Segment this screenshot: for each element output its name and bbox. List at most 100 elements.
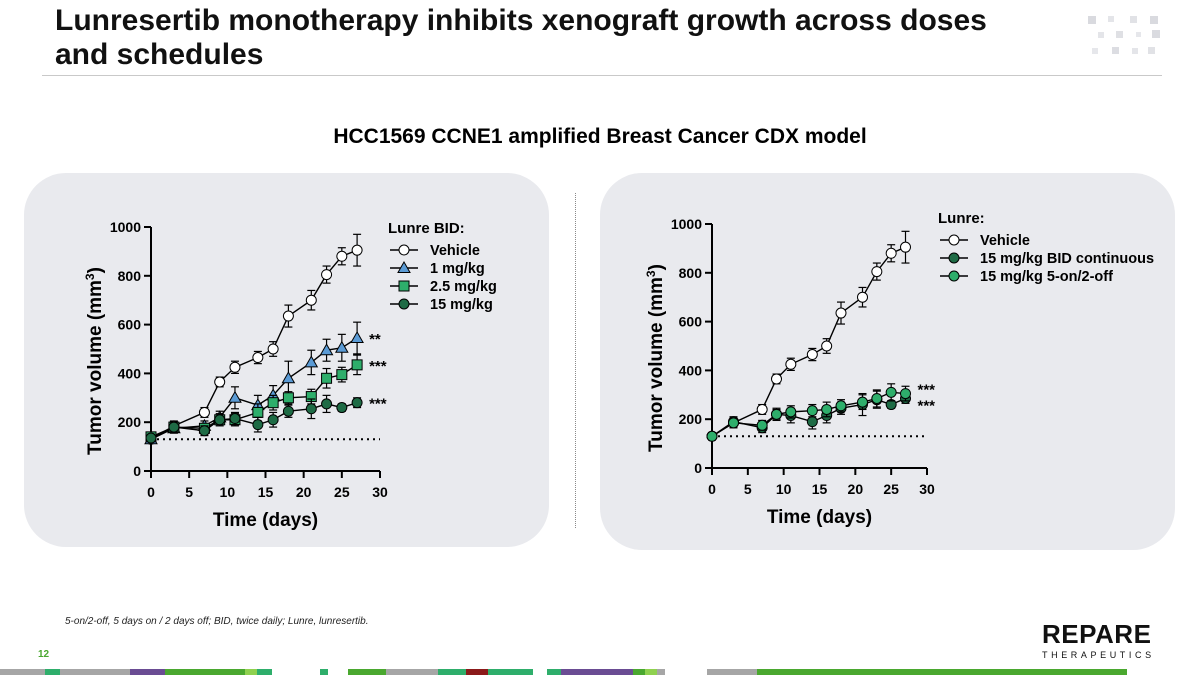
data-point xyxy=(771,408,782,420)
y-tick-label: 1000 xyxy=(110,219,141,235)
x-tick-label: 15 xyxy=(812,481,828,497)
x-axis-label: Time (days) xyxy=(767,507,872,528)
data-point xyxy=(267,414,279,426)
y-tick-label: 400 xyxy=(118,365,142,381)
y-tick-label: 800 xyxy=(118,268,142,284)
data-point xyxy=(728,417,739,429)
data-point xyxy=(785,406,797,418)
data-point xyxy=(857,396,868,408)
data-point xyxy=(821,410,833,422)
data-point xyxy=(228,390,242,403)
bottom-color-bar xyxy=(0,669,1200,675)
legend-label: 15 mg/kg BID continuous xyxy=(980,251,1154,267)
legend-label: 15 mg/kg xyxy=(430,297,493,313)
y-tick-label: 400 xyxy=(679,362,703,378)
chart-right-plot: 0 200 400 600 800 1000 0 5 10 15 20 25 30 Time (days)… xyxy=(644,210,1154,528)
data-point xyxy=(229,361,241,373)
data-point xyxy=(267,343,279,355)
legend-marker xyxy=(398,244,410,256)
legend: Lunre BID: Vehicle 1 mg/kg 2.5 mg/kg 15 mg/k… xyxy=(388,220,497,313)
data-point xyxy=(351,359,363,371)
y-tick-label: 600 xyxy=(118,317,142,333)
decorative-dots-icon xyxy=(1088,16,1160,54)
data-point xyxy=(771,408,782,420)
x-tick-label: 10 xyxy=(776,481,792,497)
data-point xyxy=(785,410,797,422)
x-tick-label: 5 xyxy=(744,481,752,497)
legend-marker xyxy=(398,280,410,292)
data-point xyxy=(900,241,911,253)
panel-background xyxy=(24,173,549,547)
panel-background xyxy=(600,173,1175,550)
y-tick-label: 200 xyxy=(679,411,703,427)
data-point xyxy=(336,250,348,262)
data-point xyxy=(728,416,739,428)
data-point xyxy=(706,430,718,442)
data-point xyxy=(305,391,317,403)
data-point xyxy=(756,419,768,431)
data-point xyxy=(266,388,280,401)
data-point xyxy=(900,388,911,400)
data-point xyxy=(871,394,883,406)
x-tick-label: 30 xyxy=(919,481,935,497)
data-point xyxy=(282,405,294,417)
x-tick-label: 25 xyxy=(883,481,899,497)
data-point xyxy=(167,421,181,434)
data-point xyxy=(756,403,768,415)
data-point xyxy=(252,352,264,364)
data-point xyxy=(806,416,818,428)
legend-label: 15 mg/kg 5-on/2-off xyxy=(980,269,1113,285)
data-point xyxy=(304,355,319,368)
legend-title: Lunre BID: xyxy=(388,220,465,237)
data-point xyxy=(321,372,333,384)
data-point xyxy=(145,433,157,445)
legend-label: Vehicle xyxy=(430,243,480,259)
data-point xyxy=(319,343,334,356)
data-point xyxy=(252,419,264,431)
data-point xyxy=(214,376,226,388)
legend-marker xyxy=(398,298,410,310)
data-point xyxy=(212,410,227,423)
data-point xyxy=(197,418,212,431)
data-point xyxy=(857,399,868,411)
legend-label: 2.5 mg/kg xyxy=(430,279,497,295)
data-point xyxy=(336,402,348,414)
data-point xyxy=(821,403,833,415)
data-point xyxy=(706,430,718,442)
data-point xyxy=(198,422,210,434)
legend-marker xyxy=(948,270,960,282)
series-line xyxy=(711,246,906,437)
data-point xyxy=(229,413,241,425)
significance-annotation: ** xyxy=(369,331,381,348)
series-15-mg-kg-bid-continuous xyxy=(706,390,911,442)
data-point xyxy=(756,422,768,434)
data-point xyxy=(267,397,279,409)
data-point xyxy=(706,430,718,442)
data-point xyxy=(145,431,157,443)
y-axis-label: Tumor volume (mm3) xyxy=(83,267,106,455)
data-point xyxy=(281,371,296,384)
series-line xyxy=(711,391,906,437)
panel-divider xyxy=(575,193,576,528)
logo-tagline: THERAPEUTICS xyxy=(1042,650,1155,660)
data-point xyxy=(885,399,897,411)
data-point xyxy=(835,400,847,412)
data-point xyxy=(336,369,348,381)
data-point xyxy=(251,398,265,411)
series-line xyxy=(150,337,358,440)
legend-label: 1 mg/kg xyxy=(430,261,485,277)
data-point xyxy=(305,403,317,415)
y-axis-label: Tumor volume (mm3) xyxy=(644,264,667,452)
company-logo: REPARE THERAPEUTICS xyxy=(1042,620,1162,660)
footnote: 5-on/2-off, 5 days on / 2 days off; BID,… xyxy=(65,616,369,627)
data-point xyxy=(168,420,180,432)
data-point xyxy=(168,421,180,433)
data-point xyxy=(857,291,868,303)
data-point xyxy=(885,247,897,259)
data-point xyxy=(305,294,317,306)
data-point xyxy=(168,421,180,433)
page-number: 12 xyxy=(38,649,50,660)
y-tick-label: 600 xyxy=(679,314,703,330)
series-line xyxy=(150,364,358,438)
data-point xyxy=(282,392,294,404)
